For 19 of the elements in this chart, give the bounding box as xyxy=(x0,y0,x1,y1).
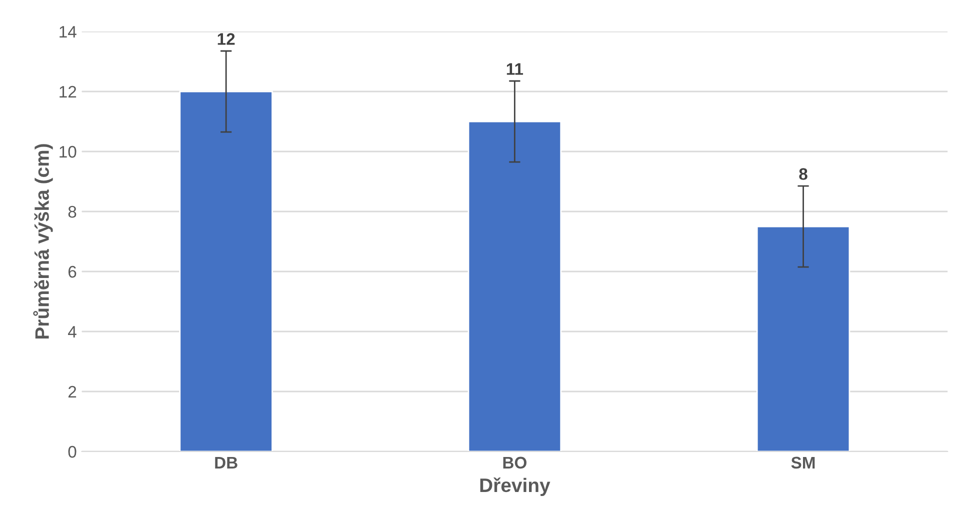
y-tick-label: 10 xyxy=(60,146,76,158)
y-tick-label: 14 xyxy=(60,26,76,38)
y-tick-label: 6 xyxy=(68,266,76,278)
y-tick-label: 12 xyxy=(60,86,76,98)
data-label: 8 xyxy=(799,168,808,180)
x-tick-label: DB xyxy=(215,456,238,468)
x-axis-title: Dřeviny xyxy=(480,477,550,496)
y-tick-label: 4 xyxy=(68,326,76,338)
data-label: 11 xyxy=(506,63,524,75)
y-tick-label: 8 xyxy=(68,206,76,218)
y-tick-label: 2 xyxy=(68,386,76,398)
y-axis-title: Průměrná výška (cm) xyxy=(33,144,53,339)
x-tick-label: SM xyxy=(791,456,815,469)
y-tick-label: 0 xyxy=(68,446,76,458)
bar xyxy=(468,120,562,452)
bar xyxy=(756,226,850,452)
x-tick-label: BO xyxy=(503,456,526,469)
bar xyxy=(179,90,273,452)
data-label: 12 xyxy=(218,33,235,45)
